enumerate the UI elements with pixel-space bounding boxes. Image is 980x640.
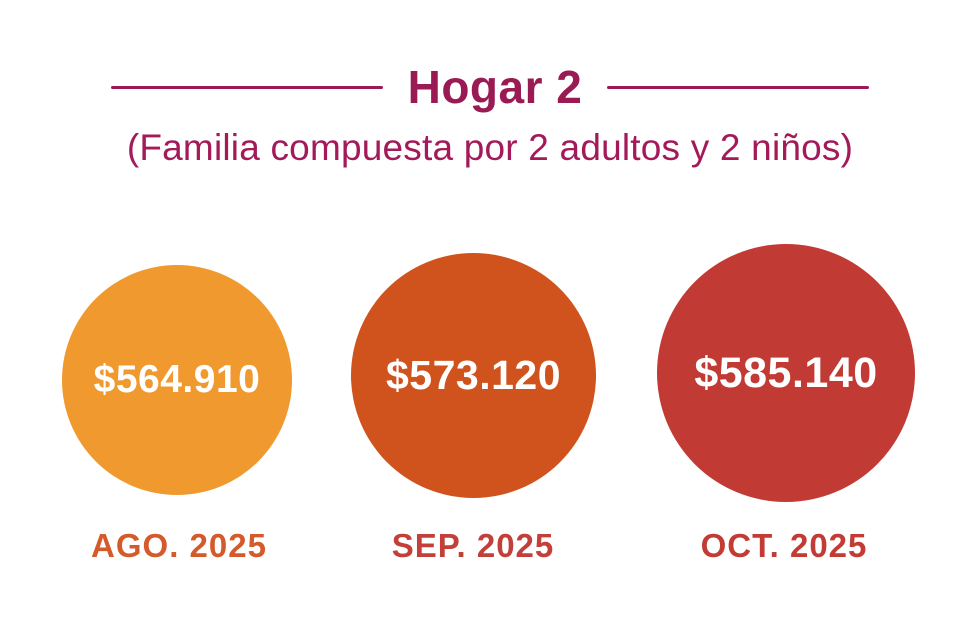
bubble-ago-2025: $564.910 bbox=[62, 265, 292, 495]
header: Hogar 2 bbox=[0, 60, 980, 115]
amount-value-sep-2025: $573.120 bbox=[385, 352, 561, 398]
amount-value-ago-2025: $564.910 bbox=[93, 358, 261, 401]
month-label-oct-2025: OCT. 2025 bbox=[700, 527, 868, 564]
title-rule-left bbox=[110, 86, 383, 90]
amount-value-oct-2025: $585.140 bbox=[694, 348, 878, 397]
month-label-sep-2025: SEP. 2025 bbox=[391, 527, 555, 564]
bubble-oct-2025: $585.140 bbox=[657, 244, 915, 502]
title-rule-right bbox=[607, 86, 870, 90]
bubble-sep-2025: $573.120 bbox=[351, 253, 596, 498]
page-title: Hogar 2 bbox=[407, 61, 583, 113]
page-subtitle: (Familia compuesta por 2 adultos y 2 niñ… bbox=[126, 127, 854, 168]
month-label-ago-2025: AGO. 2025 bbox=[91, 527, 267, 564]
